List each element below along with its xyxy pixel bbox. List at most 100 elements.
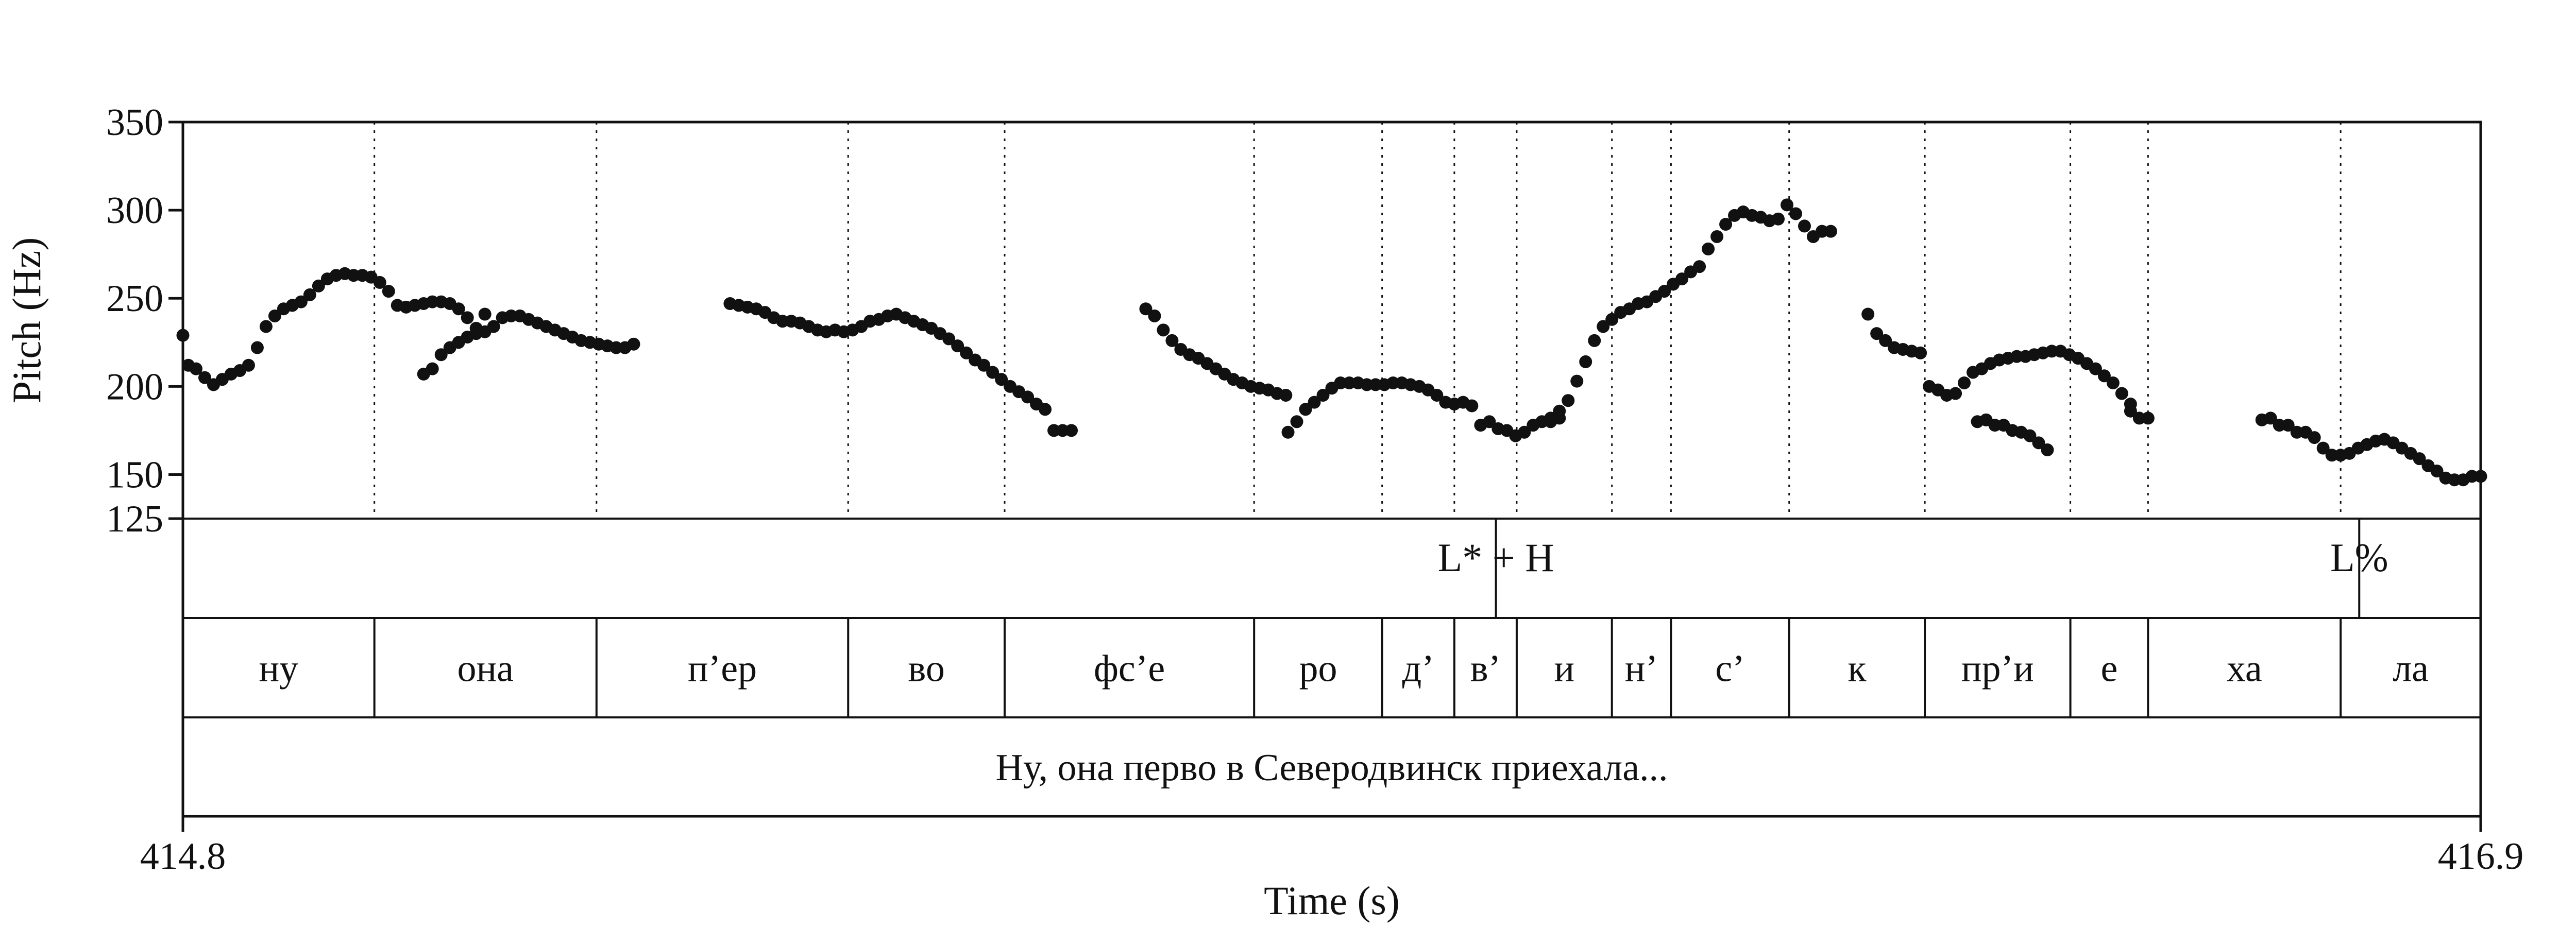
pitch-point (242, 358, 255, 372)
pitch-point (2316, 441, 2330, 455)
syllable-label: во (908, 648, 944, 690)
syllable-label: н’ (1625, 648, 1658, 690)
pitch-point (382, 285, 395, 298)
pitch-point (995, 373, 1008, 386)
pitch-point (1870, 327, 1884, 340)
syllable-label: фс’е (1094, 648, 1165, 690)
pitch-point (2430, 465, 2444, 478)
pitch-point (1710, 230, 1724, 243)
pitch-point (259, 320, 273, 333)
pitch-point (373, 276, 386, 289)
x-axis: 414.8 416.9 Time (s) (140, 816, 2524, 923)
x-tick-label-end: 416.9 (2438, 835, 2524, 878)
pitch-point (1544, 411, 1557, 425)
pitch-point (2474, 470, 2487, 483)
y-tick-label: 350 (106, 101, 163, 144)
syllable-label: ро (1299, 648, 1337, 690)
pitch-point (2124, 404, 2137, 418)
pitch-point (2023, 429, 2037, 442)
pitch-point (1605, 313, 1619, 326)
pitch-point (2281, 419, 2295, 432)
y-tick-label: 125 (106, 498, 163, 540)
pitch-point (2106, 376, 2120, 389)
pitch-point (1039, 403, 1052, 416)
syllable-label: ну (259, 648, 299, 690)
pitch-point (1290, 415, 1303, 428)
pitch-point (1861, 307, 1875, 321)
y-axis-title: Pitch (Hz) (4, 237, 49, 404)
pitch-point (198, 371, 211, 384)
pitch-point (960, 346, 973, 359)
pitch-point (1483, 415, 1496, 428)
pitch-point (1021, 390, 1035, 404)
tone-label: L% (2330, 535, 2388, 580)
pitch-point (1299, 403, 1312, 416)
pitch-point (461, 311, 474, 324)
pitch-point (2089, 362, 2102, 375)
pitch-point (1579, 355, 1592, 368)
pitch-point (1157, 323, 1170, 337)
pitch-point (977, 358, 991, 372)
y-tick-label: 300 (106, 190, 163, 232)
pitch-point (1148, 309, 1161, 322)
syllable-label: ла (2393, 648, 2429, 690)
pitch-point (1824, 225, 1837, 238)
plot-frame (181, 121, 2482, 818)
pitch-point (951, 339, 964, 353)
pitch-point (1065, 424, 1078, 437)
x-axis-title: Time (s) (1264, 878, 1400, 923)
pitch-point (1465, 399, 1479, 413)
syllable-label: она (457, 648, 514, 690)
syllable-label: с’ (1715, 648, 1745, 690)
pitch-point (1772, 212, 1785, 226)
pitch-point (1675, 272, 1689, 286)
pitch-point (1553, 404, 1566, 418)
pitch-point (312, 279, 325, 293)
y-tick-label: 200 (106, 366, 163, 408)
x-tick-label-start: 414.8 (140, 835, 226, 878)
pitch-point (268, 309, 281, 322)
pitch-point (1719, 217, 1733, 231)
pitch-point (2264, 411, 2277, 425)
pitch-point (1279, 388, 1293, 402)
pitch-point (1139, 302, 1153, 316)
pitch-point (1570, 374, 1584, 388)
pitch-point (1658, 285, 1671, 298)
syllable-label: п’ер (688, 648, 757, 690)
pitch-point (1597, 320, 1610, 333)
pitch-point (1562, 394, 1575, 407)
syllable-label: к (1848, 648, 1867, 690)
pitch-point (294, 295, 308, 308)
pitch-point (303, 288, 316, 301)
pitch-point (250, 341, 264, 354)
pitch-point (2097, 369, 2111, 383)
pitch-point (1914, 346, 1927, 359)
syllable-label: д’ (1402, 648, 1434, 690)
pitch-point (434, 348, 448, 362)
pitch-point (627, 337, 640, 351)
pitch-point (2308, 431, 2321, 444)
pitch-point (1702, 242, 1715, 255)
pitch-point (1165, 334, 1179, 347)
pitch-point (426, 362, 439, 375)
pitch-point (189, 362, 202, 375)
syllable-label: е (2101, 648, 2118, 690)
pitch-point (1308, 396, 1321, 409)
pitch-point (986, 366, 999, 379)
syllable-label: ха (2227, 648, 2262, 690)
pitch-point (1518, 425, 1531, 439)
pitch-point (478, 307, 492, 321)
pitch-point (1588, 334, 1601, 347)
sentence-label: Ну, она перво в Северодвинск приехала... (995, 747, 1668, 789)
y-tick-label: 150 (106, 454, 163, 496)
pitch-point (1281, 425, 1295, 439)
syllable-label: и (1554, 648, 1575, 690)
syllable-label: пр’и (1961, 648, 2034, 690)
tone-label: L* + H (1438, 535, 1554, 580)
pitch-point (1316, 388, 1330, 402)
pitch-point (942, 332, 956, 346)
pitch-point (2141, 411, 2155, 425)
